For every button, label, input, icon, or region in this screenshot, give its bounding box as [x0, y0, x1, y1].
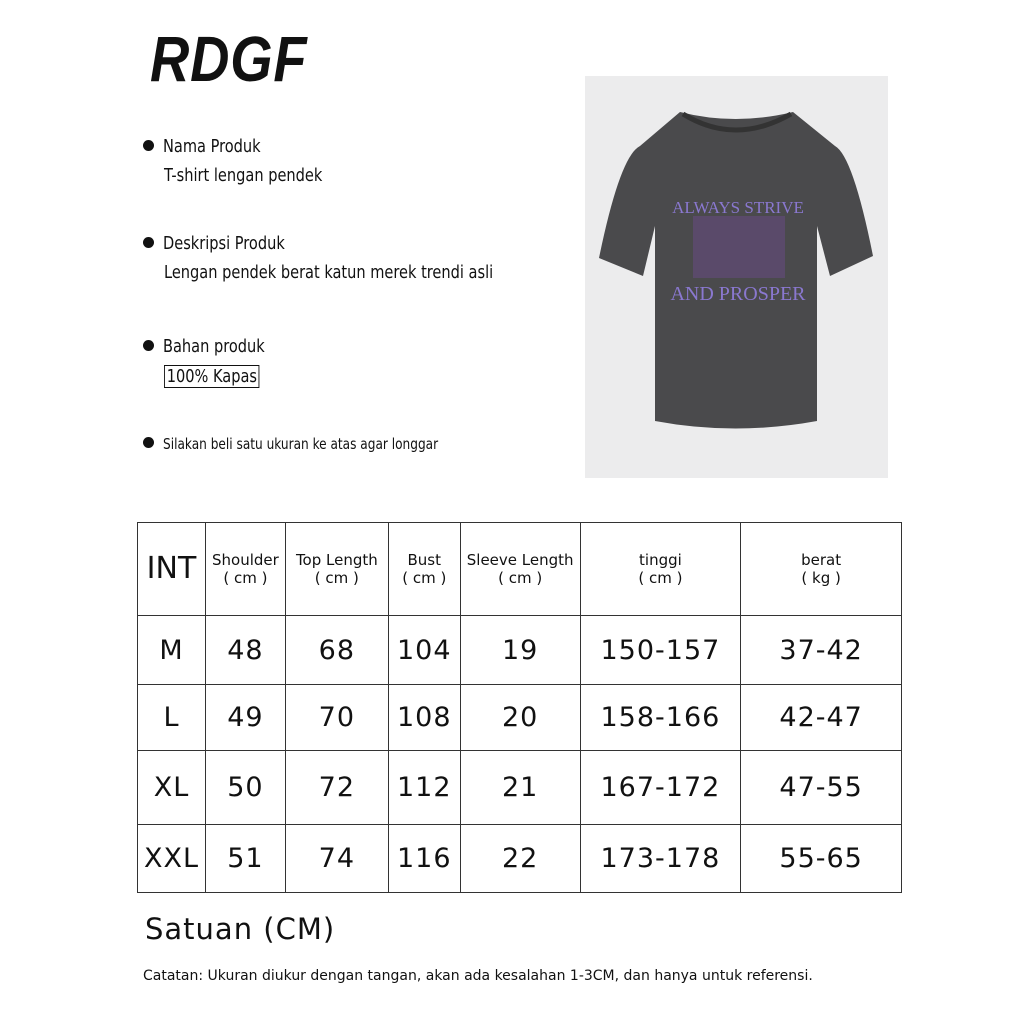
table-cell: 72 [284, 750, 389, 825]
table-cell: 48 [204, 615, 286, 685]
table-cell: 70 [284, 684, 389, 751]
header-bust: Bust( cm ) [387, 522, 461, 616]
info-value: 100% Kapas [164, 365, 260, 388]
table-cell: 108 [387, 684, 461, 751]
product-photo: ALWAYS STRIVE AND PROSPER [585, 76, 888, 478]
table-cell: M [137, 615, 206, 685]
header-top-length: Top Length( cm ) [284, 522, 389, 616]
table-cell: 173-178 [579, 824, 742, 893]
table-cell: 51 [204, 824, 286, 893]
table-cell: 21 [459, 750, 581, 825]
table-cell: 68 [284, 615, 389, 685]
bullet-icon [143, 437, 154, 448]
table-cell: 19 [459, 615, 581, 685]
header-sleeve: Sleeve Length( cm ) [459, 522, 581, 616]
table-cell: 55-65 [740, 824, 902, 893]
table-cell: 47-55 [740, 750, 902, 825]
table-row: M 48 68 104 19 150-157 37-42 [137, 615, 902, 685]
table-cell: 116 [387, 824, 461, 893]
print-bottom-text: AND PROSPER [670, 283, 806, 305]
size-table: INT Shoulder( cm ) Top Length( cm ) Bust… [137, 522, 902, 893]
table-cell: 22 [459, 824, 581, 893]
info-label: Nama Produk [163, 136, 261, 157]
info-label: Silakan beli satu ukuran ke atas agar lo… [163, 435, 439, 453]
bullet-icon [143, 340, 154, 351]
info-label: Bahan produk [163, 336, 265, 357]
table-cell: 37-42 [740, 615, 902, 685]
unit-note: Satuan (CM) [145, 912, 336, 946]
footnote: Catatan: Ukuran diukur dengan tangan, ak… [143, 968, 813, 984]
table-cell: 112 [387, 750, 461, 825]
table-cell: XXL [137, 824, 206, 893]
info-size-tip: Silakan beli satu ukuran ke atas agar lo… [143, 434, 469, 453]
header-int: INT [137, 522, 206, 616]
table-cell: 167-172 [579, 750, 742, 825]
info-value: T-shirt lengan pendek [164, 165, 323, 186]
info-material: Bahan produk 100% Kapas [143, 336, 276, 388]
brand-logo: RDGF [150, 23, 308, 95]
table-header-row: INT Shoulder( cm ) Top Length( cm ) Bust… [137, 522, 902, 616]
table-cell: 150-157 [579, 615, 742, 685]
table-cell: 158-166 [579, 684, 742, 751]
header-berat: berat( kg ) [740, 522, 902, 616]
table-cell: 50 [204, 750, 286, 825]
table-cell: XL [137, 750, 206, 825]
table-row: L 49 70 108 20 158-166 42-47 [137, 684, 902, 751]
table-cell: 42-47 [740, 684, 902, 751]
header-shoulder: Shoulder( cm ) [204, 522, 286, 616]
table-cell: 104 [387, 615, 461, 685]
print-top-text: ALWAYS STRIVE [672, 198, 804, 217]
table-cell: L [137, 684, 206, 751]
info-description: Deskripsi Produk Lengan pendek berat kat… [143, 233, 530, 283]
table-cell: 20 [459, 684, 581, 751]
table-cell: 49 [204, 684, 286, 751]
table-row: XL 50 72 112 21 167-172 47-55 [137, 750, 902, 825]
header-tinggi: tinggi( cm ) [579, 522, 742, 616]
bullet-icon [143, 140, 154, 151]
info-value: Lengan pendek berat katun merek trendi a… [164, 262, 494, 283]
info-product-name: Nama Produk T-shirt lengan pendek [143, 136, 340, 186]
table-cell: 74 [284, 824, 389, 893]
info-label: Deskripsi Produk [163, 233, 285, 254]
bullet-icon [143, 237, 154, 248]
table-row: XXL 51 74 116 22 173-178 55-65 [137, 824, 902, 893]
